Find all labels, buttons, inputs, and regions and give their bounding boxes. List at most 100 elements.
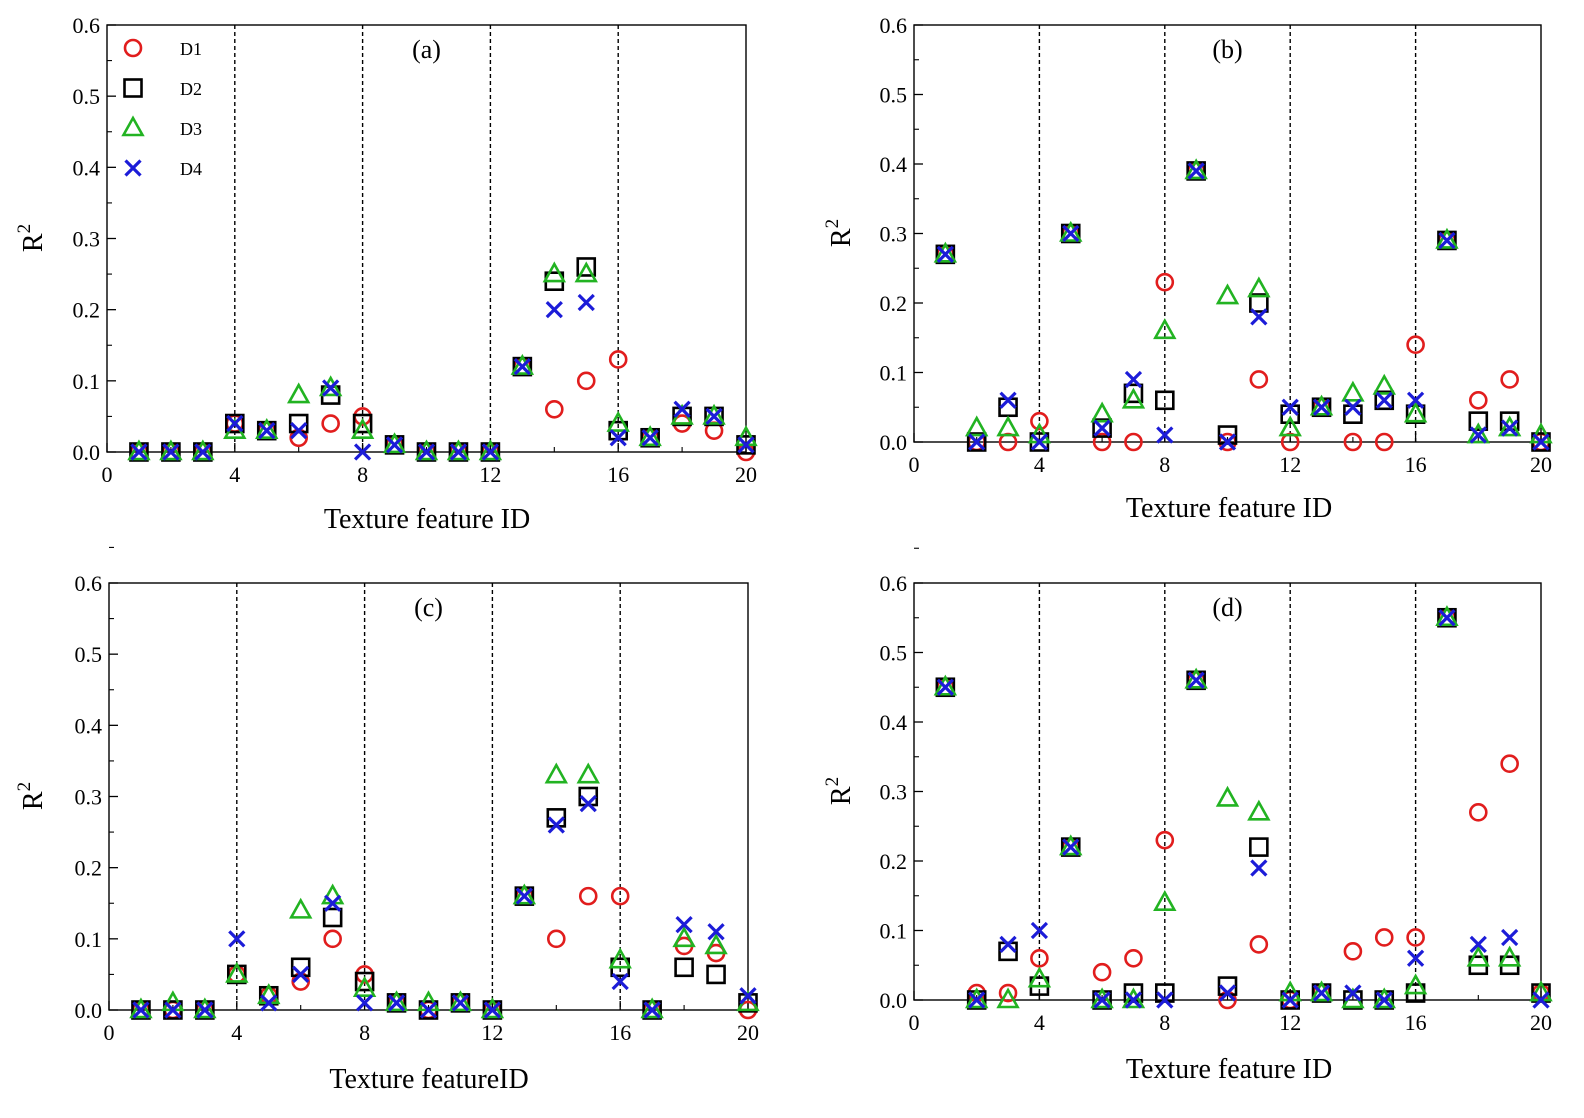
point-d3: [640, 997, 664, 1019]
point-d3: [1466, 945, 1491, 967]
y-tick-label: 0.5: [880, 641, 908, 666]
point-d3: [672, 926, 696, 948]
point-d1: [546, 929, 566, 949]
x-tick-label: 8: [359, 1020, 370, 1045]
point-d4: [1187, 671, 1205, 689]
chart-d: 0.0 0.1 0.2 0.3 0.4 0.5 0.6 0 4 8 12 16 20 Texture fe…: [822, 547, 1553, 1085]
point-d4: [162, 443, 180, 461]
x-tick-label: 4: [1034, 1010, 1045, 1035]
series-d3: [129, 762, 760, 1019]
point-d3: [384, 990, 409, 1012]
point-d3: [255, 417, 279, 439]
point-d4: [1124, 370, 1143, 389]
point-d3: [1466, 422, 1491, 444]
y-tick-label: 0.1: [75, 927, 103, 952]
point-d4: [513, 357, 531, 376]
point-d3: [320, 883, 345, 905]
y-tick-label: 0.0: [880, 988, 908, 1013]
point-d3: [1341, 380, 1365, 402]
chart-a: 0.0 0.1 0.2 0.3 0.4 0.5 0.6 0 4 8 12 16 20 Texture fe…: [14, 13, 758, 535]
x-tick-label: 12: [481, 1020, 503, 1045]
point-d4: [196, 1001, 214, 1019]
point-d4: [1156, 426, 1174, 444]
point-d4: [739, 987, 757, 1005]
point-d3: [1215, 785, 1240, 807]
point-d4: [547, 816, 565, 834]
x-axis-title: Texture feature ID: [1126, 493, 1332, 524]
point-d4: [483, 1001, 502, 1019]
point-d3: [1435, 227, 1459, 249]
point-d4: [545, 301, 563, 319]
legend-marker-d1: [123, 38, 143, 58]
point-d3: [288, 897, 313, 919]
point-d3: [193, 997, 217, 1019]
panel-label: (c): [414, 593, 443, 622]
point-d1: [544, 399, 564, 419]
point-d3: [638, 425, 662, 447]
point-d1: [321, 414, 340, 433]
x-tick-label: 4: [231, 1020, 242, 1045]
y-tick-label: 0.4: [880, 710, 908, 735]
point-d3: [933, 241, 958, 263]
x-tick-label: 16: [1405, 452, 1427, 477]
point-d1: [1343, 942, 1363, 961]
legend-label: D1: [180, 39, 202, 59]
y-axis-title: R2: [14, 782, 49, 810]
point-d3: [996, 415, 1020, 437]
point-d4: [675, 915, 693, 934]
y-tick-label: 0.1: [73, 369, 101, 394]
point-d3: [1403, 973, 1428, 995]
point-d3: [1309, 980, 1334, 1002]
x-tick-label: 8: [1159, 452, 1170, 477]
point-d3: [225, 961, 249, 983]
point-d3: [1027, 966, 1052, 988]
x-tick-label: 16: [609, 1020, 631, 1045]
panel-label: (d): [1212, 593, 1242, 622]
x-tick-label: 0: [909, 452, 920, 477]
point-d3: [352, 975, 377, 997]
x-tick-label: 8: [357, 462, 368, 487]
series-d4: [936, 162, 1550, 451]
point-d4: [1532, 991, 1550, 1009]
point-d4: [1344, 398, 1362, 416]
point-d4: [1406, 391, 1425, 409]
point-d2: [1123, 383, 1144, 404]
point-d4: [451, 994, 470, 1012]
point-d3: [478, 439, 503, 461]
point-d4: [643, 1001, 661, 1019]
y-tick-label: 0.4: [75, 713, 103, 738]
point-d3: [576, 762, 600, 784]
point-d3: [1059, 220, 1083, 242]
point-d4: [1406, 949, 1425, 967]
y-tick-label: 0.2: [880, 291, 908, 316]
point-d2: [1374, 390, 1395, 411]
point-d3: [1121, 987, 1146, 1009]
point-d2: [674, 957, 694, 978]
y-tick-label: 0.3: [880, 780, 908, 805]
point-d2: [225, 413, 245, 434]
point-d4: [579, 794, 597, 813]
point-d1: [1469, 803, 1488, 822]
y-tick-label: 0.4: [880, 152, 908, 177]
point-d4: [449, 443, 468, 461]
y-tick-label: 0.3: [75, 785, 103, 810]
point-d4: [228, 930, 246, 948]
point-d3: [1278, 415, 1302, 437]
point-d4: [481, 443, 500, 461]
y-tick-label: 0.3: [73, 227, 101, 252]
point-d4: [609, 429, 627, 447]
point-d4: [385, 436, 404, 454]
point-d2: [1092, 418, 1112, 438]
point-d4: [355, 994, 374, 1012]
point-d1: [1469, 390, 1488, 410]
point-d2: [1249, 293, 1269, 313]
point-d2: [966, 432, 987, 452]
y-tick-label: 0.5: [75, 642, 103, 667]
point-d3: [191, 439, 215, 461]
point-d3: [1372, 987, 1396, 1009]
x-axis-title: Texture feature ID: [1126, 1054, 1332, 1085]
point-d4: [1218, 984, 1237, 1002]
point-d3: [1403, 401, 1428, 423]
series-d2: [935, 161, 1551, 452]
